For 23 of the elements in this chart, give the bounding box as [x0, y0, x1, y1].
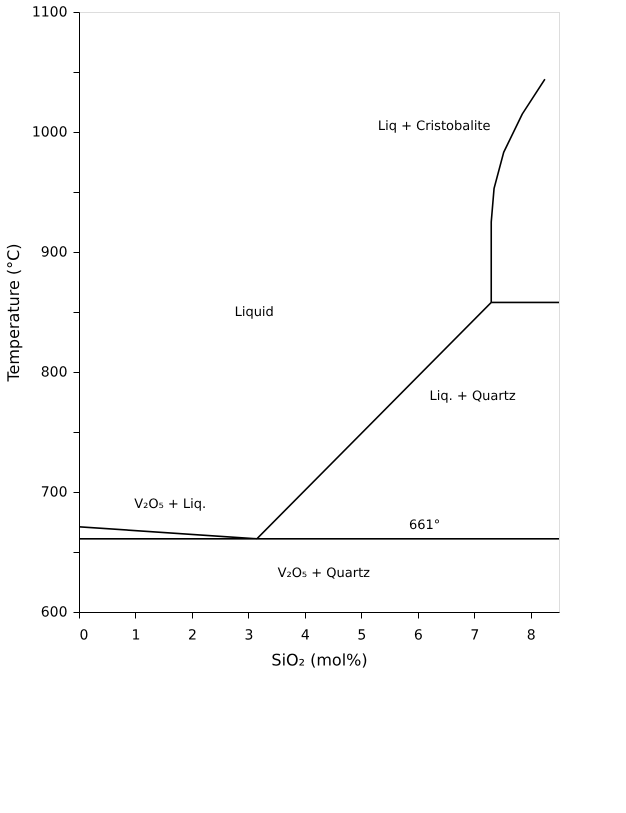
y-tick-label: 800 — [40, 364, 68, 380]
x-tick-label: 4 — [300, 628, 310, 644]
x-tick-label: 7 — [470, 628, 480, 644]
annotation: V₂O₅ + Liq. — [134, 497, 206, 512]
annotation: Liquid — [234, 305, 274, 320]
y-tick-label: 1100 — [32, 4, 68, 20]
y-axis-title: Temperature (°C) — [4, 243, 23, 383]
annotation: Liq + Cristobalite — [378, 119, 491, 134]
y-tick-label: 1000 — [32, 124, 68, 140]
x-axis-title: SiO₂ (mol%) — [271, 650, 368, 670]
x-tick-label: 8 — [526, 628, 536, 644]
annotation: V₂O₅ + Quartz — [278, 566, 370, 581]
x-tick-label: 1 — [132, 628, 140, 644]
y-tick-label: 700 — [40, 484, 68, 500]
y-tick-label: 900 — [40, 244, 68, 260]
x-tick-label: 0 — [80, 628, 88, 644]
annotation: Liq. + Quartz — [430, 389, 516, 404]
y-tick-label: 600 — [40, 604, 68, 620]
x-tick-label: 3 — [244, 628, 254, 644]
x-tick-label: 6 — [414, 628, 423, 644]
x-tick-label: 2 — [188, 628, 197, 644]
x-tick-label: 5 — [357, 628, 366, 644]
annotation: 661° — [408, 518, 440, 533]
